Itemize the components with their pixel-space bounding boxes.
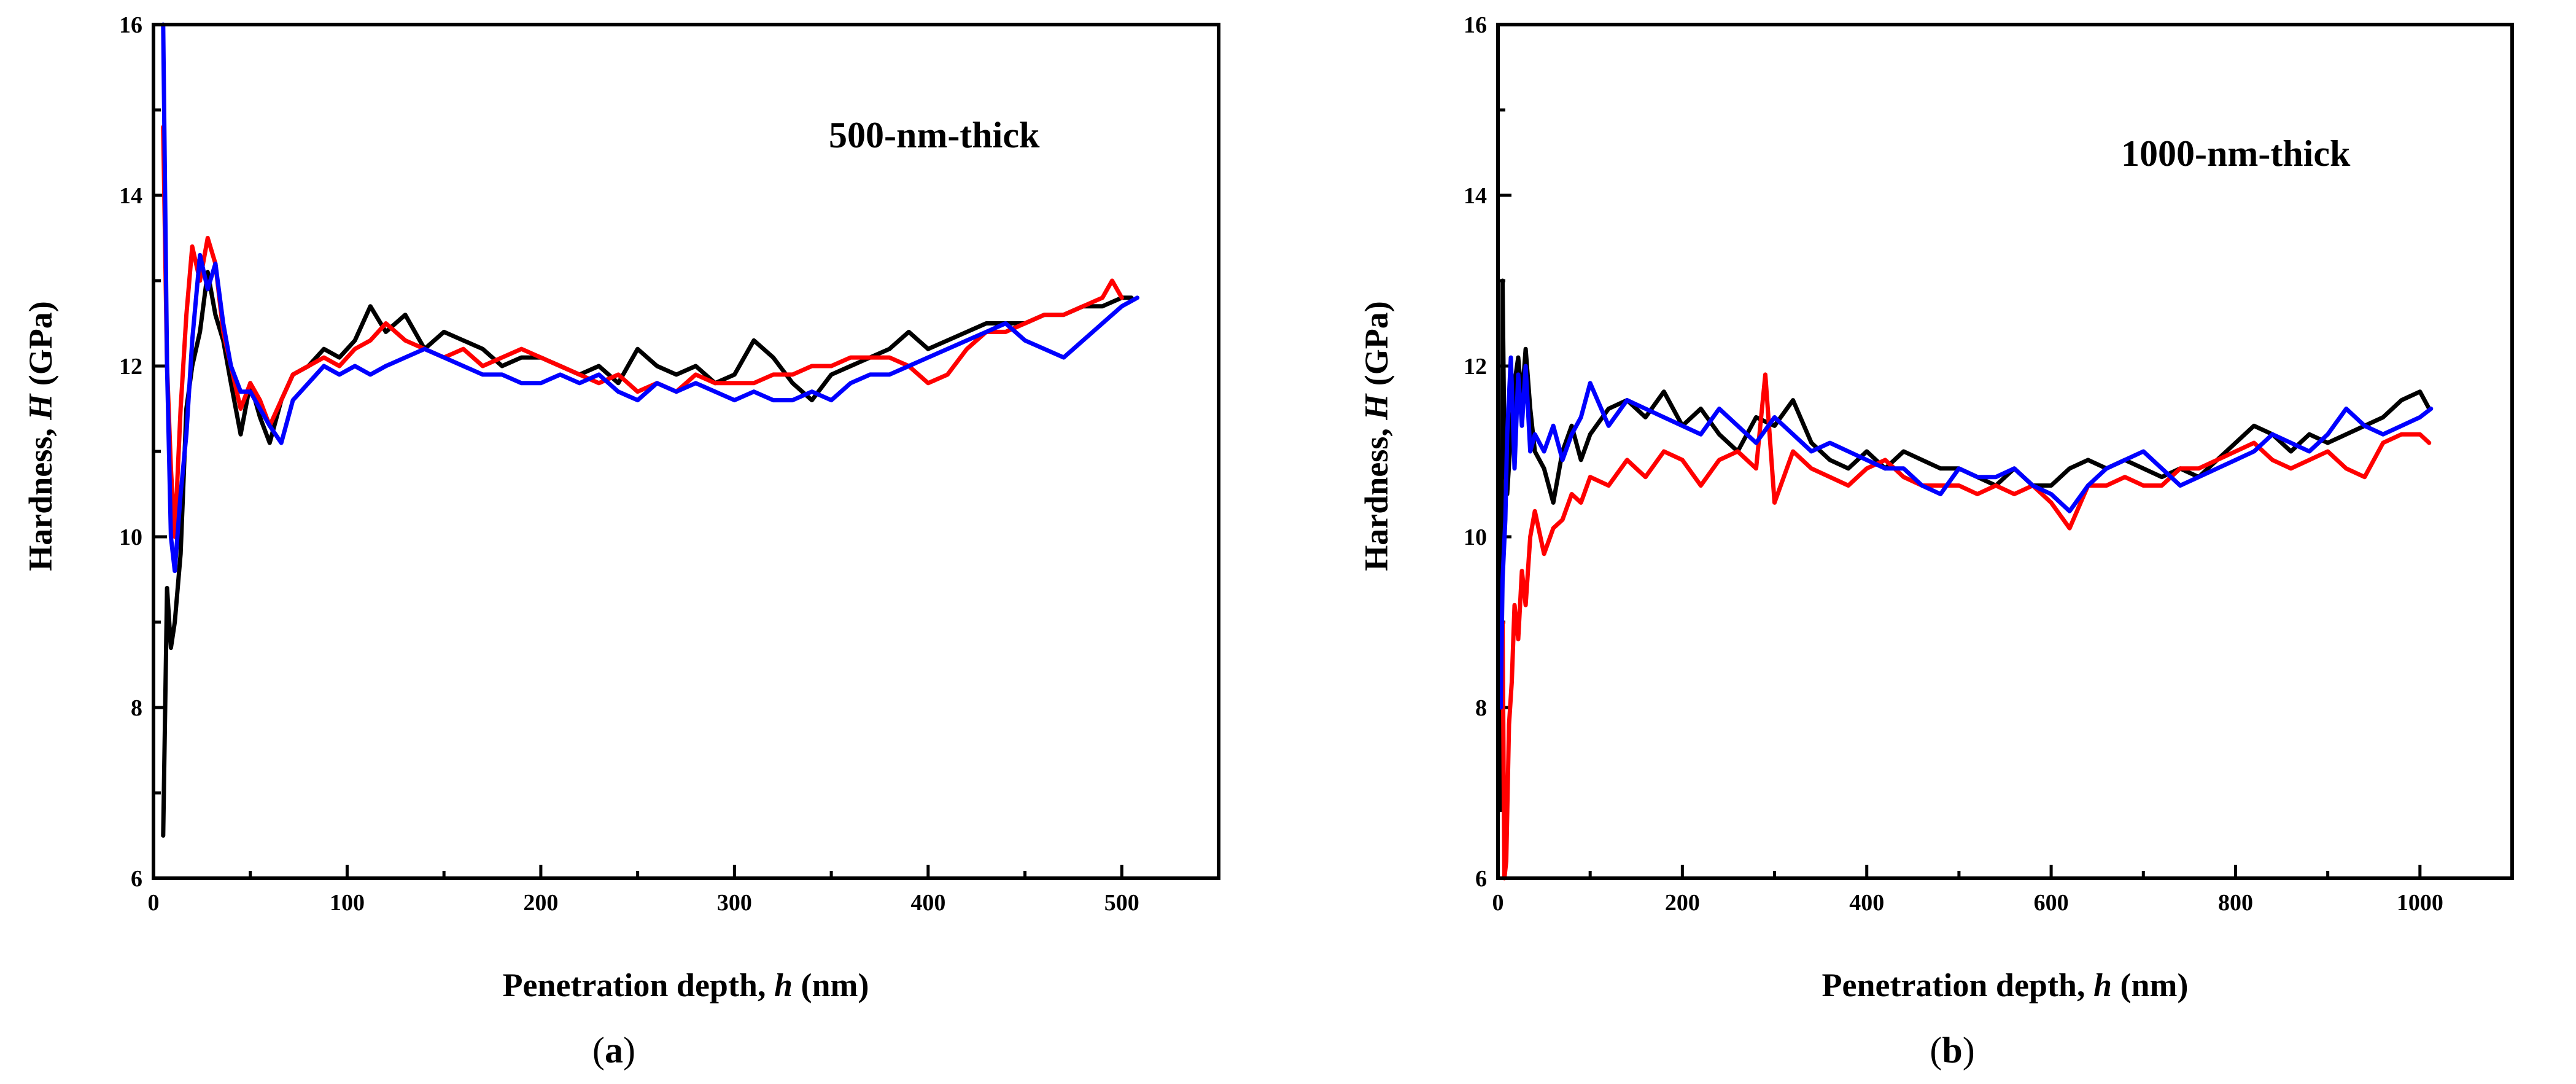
y-tick-label-a: 14 <box>119 183 142 209</box>
x-tick-label-a: 200 <box>523 890 558 916</box>
series-red-b <box>1500 372 2432 881</box>
series-black-a <box>161 270 1134 838</box>
chart-panel-a: Hardness, H (GPa) 0 100 200 300 400 500 6 8 10 12… <box>22 12 1220 1070</box>
x-tick-label-b: 1000 <box>2397 890 2443 916</box>
y-axis-title-a: Hardness, H (GPa) <box>22 301 59 571</box>
x-tick-label-b: 200 <box>1665 890 1700 916</box>
plot-frame-a <box>152 23 1220 880</box>
x-axis-title-b: Penetration depth, h (nm) <box>1822 967 2189 1004</box>
y-tick-label-a: 16 <box>119 12 142 38</box>
thickness-annotation-a: 500-nm-thick <box>829 115 1040 155</box>
panel-label-a: (a) <box>592 1030 635 1070</box>
y-tick-label-a: 8 <box>131 695 142 721</box>
y-axis-title-b: Hardness, H (GPa) <box>1358 301 1395 571</box>
thickness-annotation-b: 1000-nm-thick <box>2121 133 2351 174</box>
y-tick-label-a: 12 <box>119 354 142 380</box>
series-blue-b <box>1499 355 2434 710</box>
x-tick-label-b: 0 <box>1492 890 1504 916</box>
series-black-b <box>1499 278 2432 813</box>
series-red-a <box>161 125 1124 539</box>
y-tick-label-b: 6 <box>1475 866 1487 892</box>
x-tick-label-b: 400 <box>1849 890 1884 916</box>
x-tick-label-a: 300 <box>717 890 752 916</box>
x-tick-label-b: 800 <box>2218 890 2253 916</box>
y-tick-label-a: 6 <box>131 866 142 892</box>
chart-panel-b: Hardness, H (GPa) 0 200 400 600 800 1000 6 8 10 1… <box>1358 12 2514 1070</box>
x-tick-label-a: 500 <box>1104 890 1139 916</box>
x-tick-label-a: 400 <box>910 890 945 916</box>
panel-label-b: (b) <box>1930 1030 1974 1070</box>
y-tick-label-b: 10 <box>1464 524 1487 550</box>
y-tick-label-b: 12 <box>1464 354 1487 380</box>
series-blue-a <box>161 22 1139 574</box>
y-tick-label-b: 8 <box>1475 695 1487 721</box>
x-tick-label-b: 600 <box>2034 890 2069 916</box>
x-axis-title-a: Penetration depth, h (nm) <box>503 967 869 1004</box>
y-tick-label-b: 16 <box>1464 12 1487 38</box>
x-tick-label-a: 0 <box>148 890 160 916</box>
plot-frame-b <box>1496 23 2514 880</box>
x-tick-label-a: 100 <box>330 890 365 916</box>
y-tick-label-b: 14 <box>1464 183 1487 209</box>
y-tick-label-a: 10 <box>119 524 142 550</box>
